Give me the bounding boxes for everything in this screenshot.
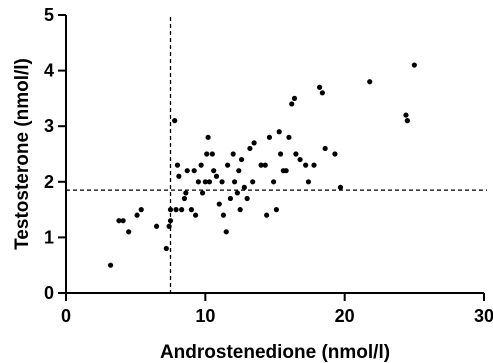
y-tick-label: 2 [44, 172, 54, 192]
data-point [120, 218, 126, 224]
data-point [138, 207, 144, 213]
data-point [223, 229, 229, 235]
data-point [303, 162, 309, 168]
data-point [167, 207, 174, 213]
data-point [262, 162, 268, 168]
data-point [305, 179, 312, 185]
data-point [411, 62, 417, 68]
y-tick-label: 4 [44, 61, 54, 81]
data-point [216, 201, 222, 207]
data-point [367, 79, 373, 85]
x-tick-label: 10 [195, 306, 215, 326]
data-point [179, 207, 185, 213]
data-point [191, 168, 197, 174]
data-point [244, 195, 250, 202]
data-point [283, 168, 289, 174]
data-point [286, 134, 292, 140]
data-point [192, 212, 199, 218]
data-point [258, 162, 264, 168]
data-point [176, 173, 182, 179]
data-point [174, 162, 181, 168]
axes [65, 15, 484, 294]
data-point [271, 179, 277, 185]
data-point [181, 195, 188, 202]
data-point [273, 207, 279, 213]
data-point [199, 190, 206, 196]
data-point [116, 218, 122, 224]
data-point [183, 190, 189, 196]
data-point [107, 262, 114, 268]
y-axis-title: Testosterone (nmol/l) [12, 58, 33, 250]
data-point [163, 245, 169, 252]
data-point [227, 195, 234, 202]
data-point [230, 151, 236, 157]
data-point [234, 190, 240, 196]
data-point [237, 207, 243, 213]
data-point [404, 118, 410, 124]
data-point [332, 151, 338, 157]
data-point [184, 168, 190, 174]
x-axis-ticks: 0 10 20 30 [61, 293, 493, 326]
data-point [277, 151, 284, 157]
y-axis-ticks: 0 1 2 3 4 5 [44, 5, 66, 303]
data-point [231, 179, 238, 185]
y-tick-label: 0 [44, 283, 54, 303]
data-point [241, 184, 247, 190]
data-point [211, 168, 217, 174]
data-point [166, 223, 172, 229]
y-tick-label: 1 [44, 227, 54, 247]
data-point [172, 118, 178, 124]
y-tick-label: 3 [44, 116, 54, 136]
data-point [276, 129, 282, 135]
reference-lines [66, 17, 487, 293]
data-point [297, 156, 303, 163]
data-point [319, 90, 325, 96]
data-point [198, 162, 204, 168]
data-point [195, 179, 201, 185]
data-point [316, 84, 323, 90]
data-point [202, 179, 208, 185]
data-point [322, 145, 328, 152]
x-axis-title: Androstenedione (nmol/l) [160, 342, 390, 363]
data-point [153, 223, 160, 229]
data-point [291, 95, 298, 101]
data-point [251, 140, 257, 146]
data-point [236, 168, 242, 174]
data-point [403, 112, 409, 118]
y-tick-label: 5 [44, 5, 54, 25]
x-tick-label: 0 [61, 306, 71, 326]
data-point [225, 162, 231, 168]
x-tick-label: 30 [474, 306, 493, 326]
data-point [293, 151, 299, 157]
data-points [107, 62, 417, 268]
data-point [311, 162, 317, 168]
data-point [209, 151, 215, 157]
data-point [238, 156, 245, 163]
data-point [337, 184, 344, 190]
data-point [188, 207, 194, 213]
data-point [206, 179, 213, 185]
data-point [126, 229, 132, 235]
data-point [167, 218, 174, 224]
data-point [134, 212, 140, 218]
data-point [219, 179, 225, 185]
data-point [204, 151, 210, 157]
x-tick-label: 20 [335, 306, 355, 326]
data-point [173, 207, 179, 213]
data-point [250, 179, 256, 185]
data-point [266, 134, 273, 140]
data-point [220, 212, 227, 218]
data-point [205, 134, 211, 140]
data-point [289, 101, 295, 107]
data-point [247, 145, 253, 152]
data-point [264, 212, 270, 218]
data-point [213, 173, 220, 179]
